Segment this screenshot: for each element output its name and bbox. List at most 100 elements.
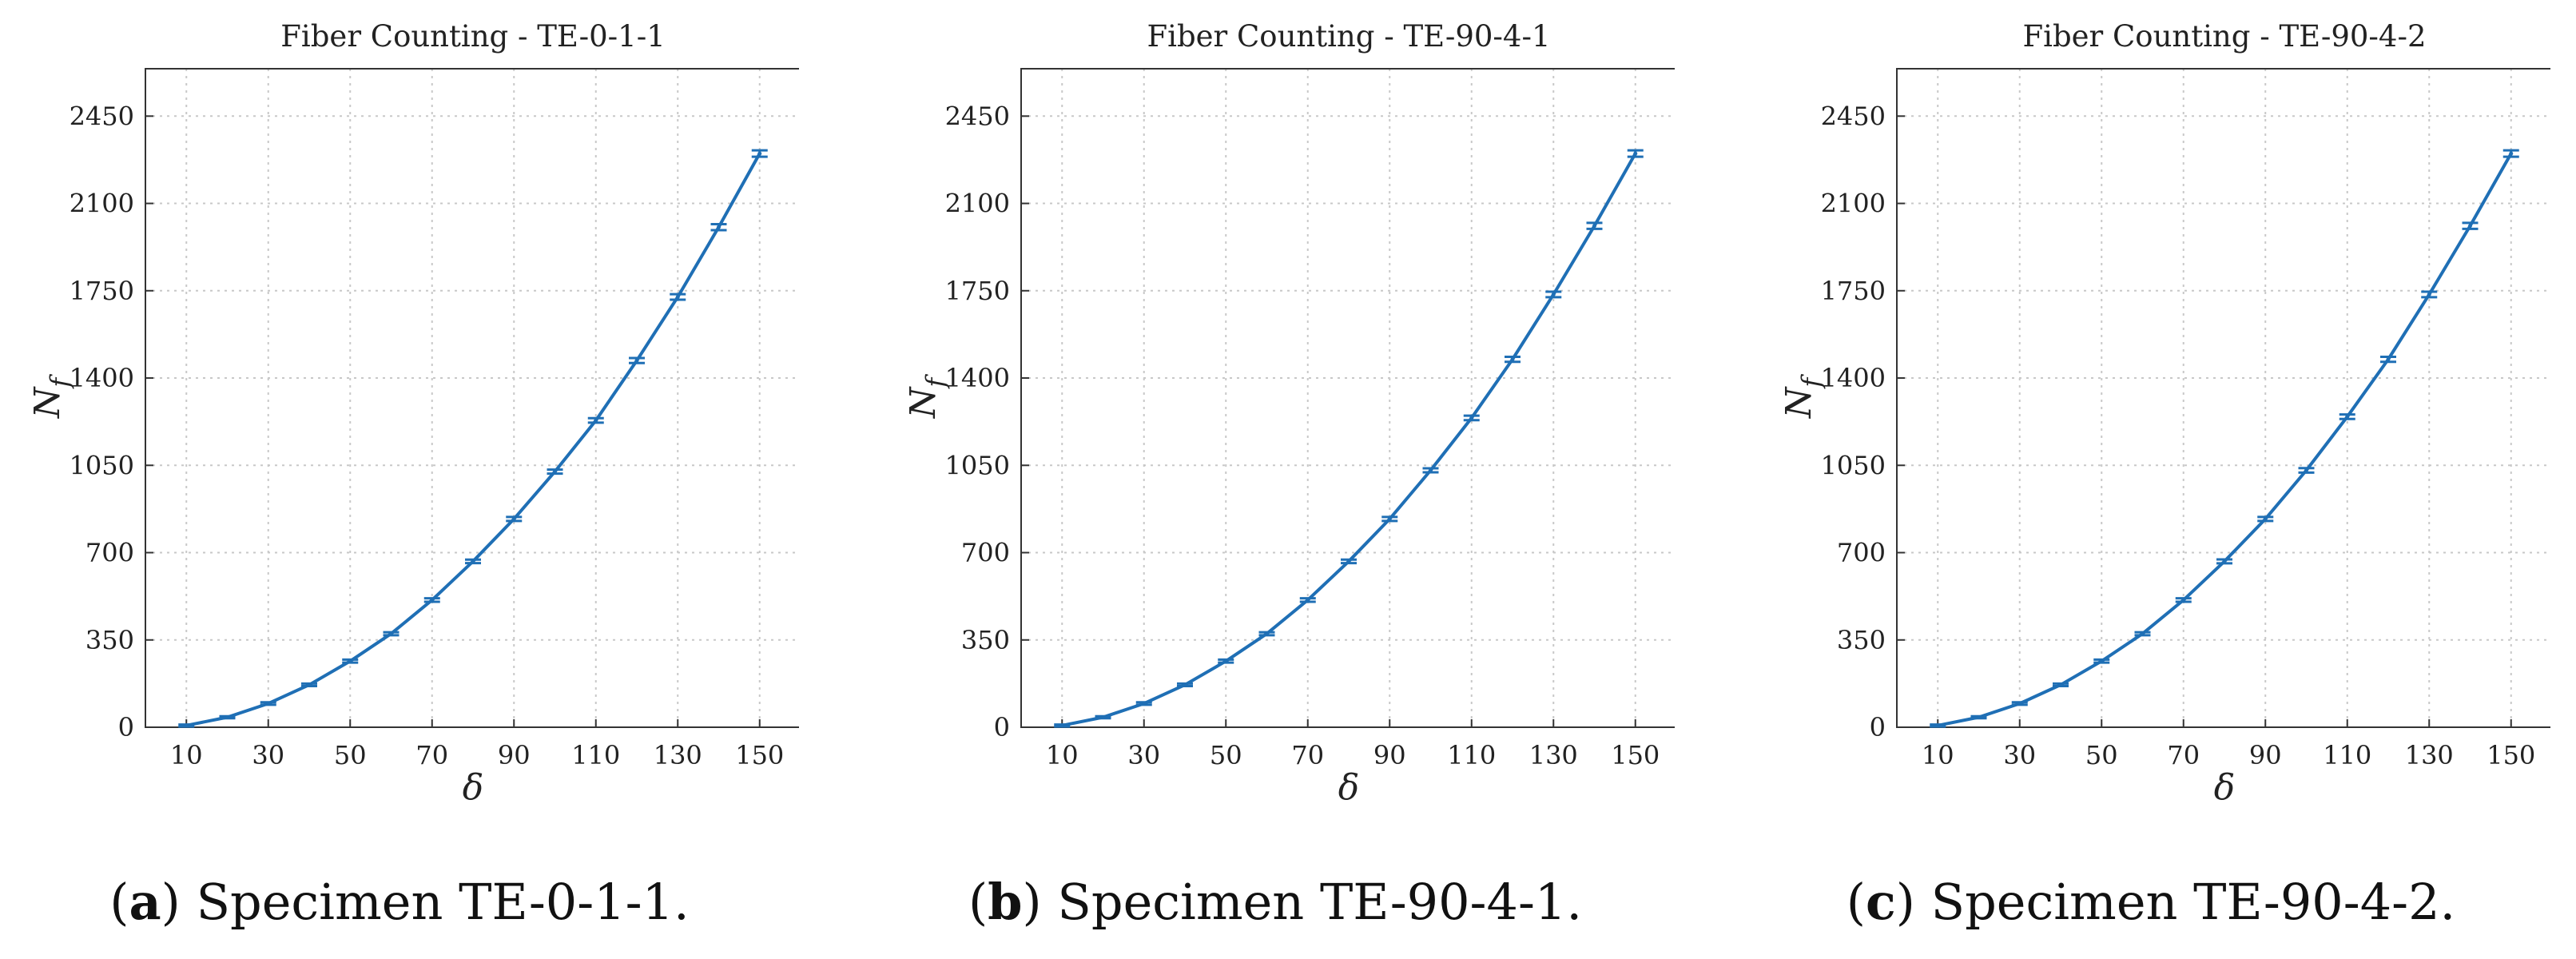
pc-x-tick-label-1: 30	[2003, 740, 2036, 770]
pc-data-point-1	[1977, 715, 1981, 720]
pb-x-tick-label-0: 10	[1046, 740, 1079, 770]
pb-series-line	[1061, 153, 1637, 727]
pb-x-tick-label-7: 150	[1611, 740, 1660, 770]
pa-data-point-4	[348, 659, 352, 663]
pb-data-point-7	[1346, 559, 1351, 563]
pa-x-tick-label-1: 30	[252, 740, 284, 770]
pb-data-point-8	[1387, 516, 1392, 521]
caption-a: (a) Specimen TE-0-1-1.	[109, 873, 690, 931]
pc-y-tick-label-3: 1050	[1821, 450, 1886, 480]
pa-data-point-6	[430, 598, 435, 603]
pc-x-tick-label-5: 110	[2323, 740, 2371, 770]
pa-x-tick-label-3: 70	[415, 740, 448, 770]
pc-data-point-13	[2468, 224, 2472, 229]
pc-y-tick-label-5: 1750	[1821, 276, 1886, 306]
pb-x-tick-label-4: 90	[1373, 740, 1406, 770]
pb-data-point-1	[1101, 715, 1105, 720]
pa-x-tick-label-7: 150	[735, 740, 784, 770]
pc-x-tick-label-6: 130	[2405, 740, 2454, 770]
pb-data-point-3	[1183, 682, 1187, 687]
pa-data-point-3	[307, 682, 312, 687]
pa-data-point-5	[389, 631, 393, 636]
pc-data-point-14	[2509, 151, 2514, 156]
pb-y-axis-label: Nf	[903, 374, 951, 420]
pa-x-tick-label-2: 50	[334, 740, 367, 770]
chart-b: 10 30 50 70 90 110 130 150 0 350 700 1050 1400 1750 21…	[903, 19, 1675, 808]
pa-y-axis-label: Nf	[27, 374, 75, 420]
pa-data-point-2	[266, 701, 271, 706]
pb-y-tick-label-5: 1750	[945, 276, 1010, 306]
pc-y-tick-label-2: 700	[1837, 538, 1886, 568]
pc-x-tick-label-2: 50	[2085, 740, 2118, 770]
caption-c-text: Specimen TE-90-4-2.	[1930, 873, 2456, 931]
pb-x-tick-label-6: 130	[1529, 740, 1578, 770]
pc-y-axis-label-main: N	[1779, 386, 1819, 419]
pb-x-tick-label-2: 50	[1210, 740, 1242, 770]
pa-data-point-7	[471, 559, 475, 563]
pc-chart-title: Fiber Counting - TE-90-4-2	[2022, 19, 2426, 54]
pb-y-tick-label-2: 700	[961, 538, 1010, 568]
pc-data-point-0	[1935, 723, 1940, 728]
pa-data-point-14	[757, 151, 762, 156]
pc-x-tick-label-7: 150	[2487, 740, 2535, 770]
pb-data-point-10	[1469, 416, 1474, 420]
pb-data-point-13	[1592, 224, 1596, 229]
pc-x-tick-label-4: 90	[2249, 740, 2282, 770]
pa-x-tick-label-0: 10	[170, 740, 203, 770]
pc-data-point-9	[2304, 468, 2308, 473]
pa-series-line	[185, 153, 761, 727]
pa-data-point-11	[634, 358, 639, 363]
pa-y-tick-label-4: 1400	[70, 363, 134, 393]
pc-data-point-4	[2099, 659, 2104, 663]
pc-data-point-6	[2181, 598, 2186, 603]
pb-data-point-14	[1633, 151, 1638, 156]
pc-data-point-10	[2345, 414, 2350, 419]
pa-x-tick-label-5: 110	[571, 740, 620, 770]
pc-y-tick-label-6: 2100	[1821, 189, 1886, 219]
pc-data-point-8	[2263, 516, 2268, 521]
pc-y-tick-label-4: 1400	[1821, 363, 1886, 393]
pa-y-axis-label-main: N	[27, 386, 68, 419]
caption-b-letter: b	[988, 873, 1023, 931]
pa-y-tick-label-6: 2100	[70, 189, 134, 219]
caption-c-letter: c	[1865, 873, 1896, 931]
chart-a: 10 30 50 70 90 110 130 150 0 350 700 1050 1400 1750 21…	[27, 19, 799, 808]
pc-data-point-2	[2017, 701, 2022, 706]
pb-axes-box	[1020, 68, 1675, 728]
pa-x-tick-label-4: 90	[498, 740, 531, 770]
pc-data-point-12	[2427, 292, 2431, 296]
pc-data-point-3	[2058, 682, 2063, 687]
pc-series-line	[1937, 153, 2513, 727]
pb-x-tick-label-1: 30	[1127, 740, 1160, 770]
caption-b: (b) Specimen TE-90-4-1.	[968, 873, 1583, 931]
pb-data-point-9	[1429, 468, 1433, 473]
pb-y-tick-label-1: 350	[961, 625, 1010, 655]
pa-data-point-0	[184, 723, 189, 728]
pb-y-tick-label-3: 1050	[945, 450, 1010, 480]
pa-chart-title: Fiber Counting - TE-0-1-1	[280, 19, 666, 54]
pa-data-point-13	[717, 225, 721, 229]
panel-b: 10 30 50 70 90 110 130 150 0 350 700 1050 1400 1750 21…	[876, 0, 1675, 959]
pb-y-axis-label-main: N	[903, 386, 944, 419]
pa-data-point-12	[675, 295, 680, 300]
pa-y-tick-label-2: 700	[85, 538, 134, 568]
pa-y-tick-label-1: 350	[85, 625, 134, 655]
panel-c: 10 30 50 70 90 110 130 150 0 350 700 1050 1400 1750 21…	[1751, 0, 2550, 959]
caption-a-text: Specimen TE-0-1-1.	[196, 873, 690, 931]
pb-y-tick-label-6: 2100	[945, 189, 1010, 219]
chart-c: 10 30 50 70 90 110 130 150 0 350 700 1050 1400 1750 21…	[1779, 19, 2550, 808]
pc-y-tick-label-1: 350	[1837, 625, 1886, 655]
pa-data-point-9	[553, 469, 557, 474]
pb-x-axis-label: δ	[1338, 767, 1360, 808]
pb-data-point-4	[1223, 659, 1228, 663]
pb-data-point-12	[1551, 292, 1556, 296]
pb-x-tick-label-5: 110	[1447, 740, 1496, 770]
pc-axes-box	[1896, 68, 2550, 728]
pc-y-tick-label-7: 2450	[1821, 101, 1886, 131]
panel-a: 10 30 50 70 90 110 130 150 0 350 700 1050 1400 1750 21…	[0, 0, 799, 959]
pb-x-tick-label-3: 70	[1291, 740, 1324, 770]
pc-y-axis-label: Nf	[1779, 374, 1827, 420]
pb-chart-title: Fiber Counting - TE-90-4-1	[1147, 19, 1550, 54]
pb-data-point-2	[1142, 701, 1147, 706]
pc-data-point-5	[2141, 631, 2145, 636]
